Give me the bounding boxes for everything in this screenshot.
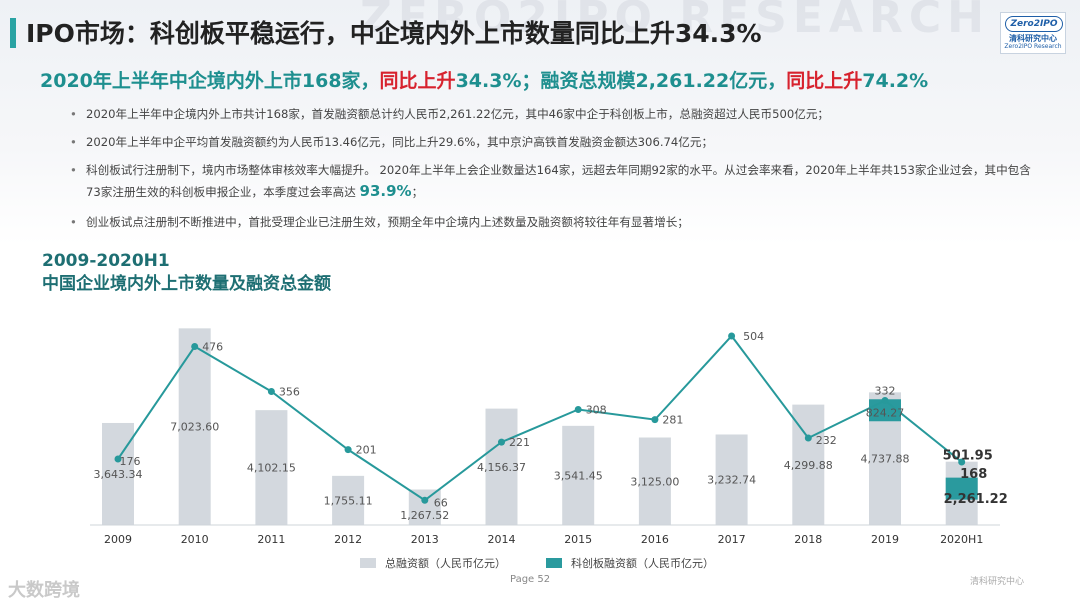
- headline-part1: 2020年上半年中企境内外上市168家，: [40, 70, 380, 92]
- point-2017: [728, 332, 736, 340]
- line-label-2010: 476: [202, 341, 223, 354]
- bar-label-2019: 4,737.88: [861, 453, 910, 466]
- bar-2016: [638, 437, 671, 525]
- point-2014: [498, 438, 505, 446]
- x-tick-2009: 2009: [104, 533, 132, 546]
- footer-brand-left: 大数跨境: [8, 580, 80, 601]
- x-tick-2020H1: 2020H1: [940, 533, 983, 546]
- x-tick-2016: 2016: [641, 533, 669, 546]
- line-label-2015: 308: [586, 404, 607, 417]
- watermark: ZERO2IPO RESEARCH: [360, 0, 990, 43]
- line-label-2017: 504: [743, 330, 764, 343]
- point-2010: [191, 343, 199, 350]
- x-tick-2018: 2018: [794, 533, 822, 546]
- page-title: IPO市场：科创板平稳运行，中企境内外上市数量同比上升34.3%: [26, 19, 762, 48]
- bar-label-2018: 4,299.88: [784, 459, 833, 472]
- line-label-2018: 232: [816, 434, 837, 447]
- bar-2011: [255, 410, 288, 525]
- bar-2017: [715, 434, 748, 525]
- line-label-2013: 66: [434, 496, 448, 509]
- chart-title-text: 中国企业境内外上市数量及融资总金额: [42, 274, 331, 294]
- x-tick-2017: 2017: [718, 533, 746, 546]
- bullet-3-text: 科创板试行注册制下，境内市场整体审核效率大幅提升。 2020年上半年上会企业数量…: [86, 163, 1031, 199]
- listings-line: [117, 334, 963, 502]
- bar-label-2009: 3,643.34: [94, 468, 143, 481]
- x-tick-2014: 2014: [488, 533, 516, 546]
- bar-label-2014: 4,156.37: [477, 461, 526, 474]
- x-tick-2015: 2015: [564, 533, 592, 546]
- bullet-3-end: ；: [411, 185, 424, 199]
- point-2020H1: [958, 458, 966, 466]
- point-2018: [804, 434, 812, 442]
- legend-label-star: 科创板融资额（人民币亿元）: [571, 556, 714, 570]
- pass-rate: 93.9%: [359, 182, 412, 200]
- bar-2013: [408, 489, 441, 525]
- bar-2015: [562, 425, 595, 525]
- bar-label-2011: 4,102.15: [247, 462, 296, 475]
- point-2015: [574, 406, 582, 413]
- bullet-1: 2020年上半年中企境内外上市共计168家，首发融资额总计约人民币2,261.2…: [70, 104, 829, 125]
- title-accent-bar: [10, 18, 16, 48]
- bar-label-2020H1: 2,261.22: [944, 492, 1008, 507]
- headline-part4: 同比上升: [786, 70, 863, 92]
- x-tick-2013: 2013: [411, 533, 439, 546]
- point-2009: [114, 455, 122, 463]
- logo-wordmark: Zero2IPO: [1005, 16, 1063, 32]
- star-label-2020H1: 501.95: [943, 449, 993, 464]
- bullet-3: 科创板试行注册制下，境内市场整体审核效率大幅提升。 2020年上半年上会企业数量…: [70, 160, 1036, 203]
- page-number: Page 52: [510, 574, 551, 585]
- headline-summary: 2020年上半年中企境内外上市168家，同比上升34.3%；融资总规模2,261…: [40, 66, 928, 93]
- bar-label-2012: 1,755.11: [324, 494, 373, 507]
- bar-2014: [485, 408, 518, 525]
- line-label-2014: 221: [509, 436, 530, 449]
- headline-part5: 74.2%: [862, 70, 929, 92]
- legend-swatch-total: [360, 558, 376, 568]
- ipo-chart: 176 476 356 201 66 221 308 281 504 232 332 168 3,643…: [90, 328, 1008, 570]
- bar-label-2013: 1,267.52: [400, 509, 449, 522]
- x-tick-2019: 2019: [871, 533, 899, 546]
- line-label-2012: 201: [356, 444, 377, 457]
- bar-label-2017: 3,232.74: [707, 474, 756, 487]
- legend-label-total: 总融资额（人民币亿元）: [385, 556, 506, 570]
- x-tick-2012: 2012: [334, 533, 362, 546]
- bar-2012: [332, 475, 365, 525]
- star-label-2019: 824.27: [866, 406, 905, 419]
- point-2013: [421, 496, 429, 504]
- zero2ipo-logo: Zero2IPO 清科研究中心 Zero2IPO Research: [1000, 12, 1066, 54]
- headline-part2: 同比上升: [379, 70, 456, 92]
- bar-label-2016: 3,125.00: [630, 475, 679, 488]
- bar-label-2010: 7,023.60: [170, 421, 219, 434]
- footer-brand-right: 清科研究中心: [970, 577, 1025, 587]
- logo-cn: 清科研究中心: [1009, 34, 1057, 43]
- legend-swatch-star: [546, 558, 562, 568]
- line-label-2011: 356: [279, 386, 300, 399]
- point-2011: [267, 388, 275, 395]
- line-label-2020H1: 168: [960, 467, 987, 482]
- x-tick-2010: 2010: [181, 533, 209, 546]
- x-tick-2011: 2011: [257, 533, 285, 546]
- line-label-2019: 332: [875, 385, 896, 398]
- point-2016: [651, 416, 659, 424]
- bar-2009: [102, 422, 134, 525]
- headline-part3: 34.3%；融资总规模2,261.22亿元，: [455, 70, 787, 92]
- line-label-2016: 281: [662, 414, 683, 427]
- star-bar-2020H1: [945, 477, 978, 500]
- point-2019: [881, 397, 889, 404]
- chart-title: 2009-2020H1 中国企业境内外上市数量及融资总金额: [42, 250, 331, 296]
- chart-title-years: 2009-2020H1: [42, 251, 170, 271]
- bullet-4: 创业板试点注册制不断推进中，首批受理企业已注册生效，预期全年中企境内上述数量及融…: [70, 212, 689, 233]
- bullet-2: 2020年上半年中企平均首发融资额约为人民币13.46亿元，同比上升29.6%，…: [70, 132, 713, 153]
- bar-label-2015: 3,541.45: [554, 469, 603, 482]
- logo-en: Zero2IPO Research: [1004, 43, 1062, 50]
- point-2012: [344, 446, 352, 454]
- line-label-2009: 176: [120, 455, 141, 468]
